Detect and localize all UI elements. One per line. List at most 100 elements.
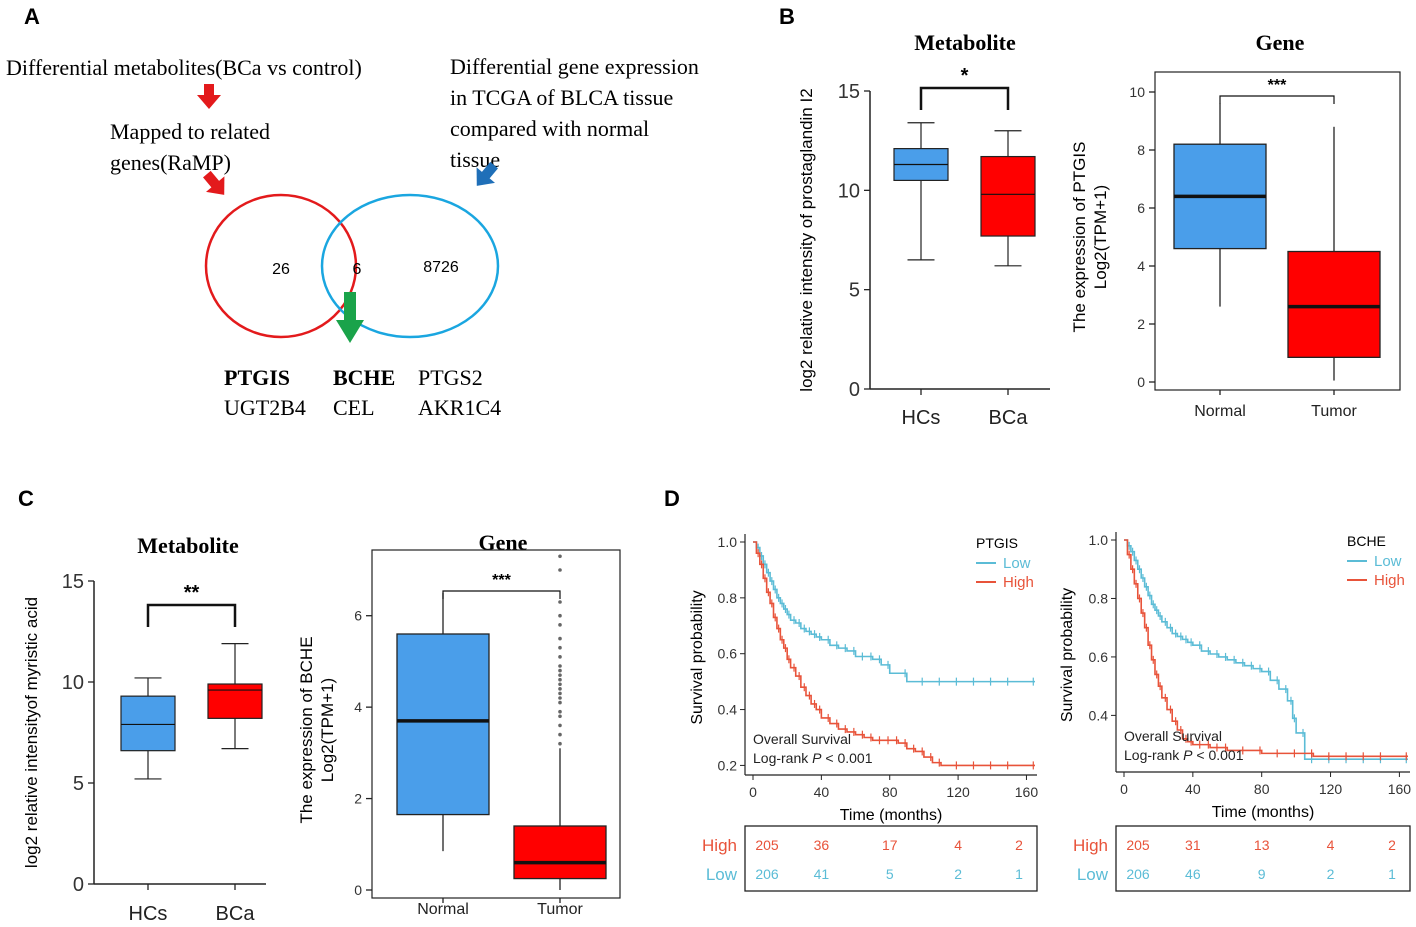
- y-axis-label: The expression of BCHE: [297, 636, 316, 823]
- risk-table-cell: 1: [1015, 866, 1023, 882]
- legend-label-low: Low: [1374, 553, 1402, 570]
- x-tick-label: 40: [814, 784, 830, 800]
- km-curve-high: [1124, 539, 1408, 758]
- chart-c-gene: Gene 0 2 4 6 The expression of BCHE Log2(TPM+1…: [297, 530, 621, 918]
- outlier-point: [558, 554, 562, 559]
- risk-table-frame: [744, 825, 1038, 892]
- gene-ptgis: PTGIS: [224, 365, 290, 390]
- x-category-label: Tumor: [537, 901, 583, 918]
- outlier-point: [558, 741, 562, 746]
- chart-d-bche-survival: 0.4 0.6 0.8 1.0 0 40 80 120 160 Survival probabil…: [1059, 532, 1412, 892]
- chart-title: Gene: [1256, 30, 1305, 55]
- venn-count-left: 26: [272, 261, 290, 278]
- x-category-label: HCs: [902, 407, 941, 429]
- panel-label-c: C: [18, 486, 34, 511]
- x-tick-label: 80: [882, 784, 898, 800]
- metabolites-caption: Differential metabolites(BCa vs control): [6, 55, 362, 80]
- outlier-point: [558, 677, 562, 682]
- mapped-caption-line2: genes(RaMP): [110, 150, 231, 175]
- panel-label-b: B: [779, 4, 795, 29]
- y-tick-label: 1.0: [718, 534, 738, 550]
- significance-bracket: [146, 603, 237, 627]
- gene-caption-line1: Differential gene expression: [450, 54, 699, 79]
- y-tick-label: 1.0: [1089, 532, 1109, 548]
- risk-table-cell: 206: [755, 866, 779, 882]
- risk-table-row-label-low: Low: [1077, 865, 1109, 884]
- box-body: [396, 633, 490, 816]
- chart-title: Gene: [479, 530, 528, 555]
- outlier-point: [558, 673, 562, 677]
- y-tick-label: 15: [62, 571, 84, 593]
- red-down-arrow-icon: [197, 84, 221, 109]
- risk-table-cell: 5: [886, 866, 894, 882]
- significance-stars: *: [961, 65, 969, 87]
- box-bca: [207, 643, 263, 750]
- x-category-label: BCa: [989, 407, 1029, 429]
- box-tumor: [1287, 126, 1381, 381]
- x-tick-label: 160: [1388, 781, 1412, 797]
- x-category-label: Normal: [417, 901, 469, 918]
- y-tick-label: 0: [73, 874, 84, 896]
- significance-bracket: [442, 590, 561, 599]
- risk-table-cell: 17: [882, 837, 898, 853]
- y-tick-label: 0.4: [1089, 707, 1109, 723]
- outlier-point: [558, 709, 562, 714]
- risk-table-cell: 2: [954, 866, 962, 882]
- outlier-point: [558, 655, 562, 659]
- box-body: [207, 683, 263, 719]
- legend-label-low: Low: [1003, 555, 1031, 572]
- chart-title: Metabolite: [137, 533, 239, 558]
- y-tick-label: 0: [1137, 374, 1145, 390]
- x-tick-label: 80: [1254, 781, 1270, 797]
- y-tick-label: 2: [354, 790, 362, 806]
- gene-ptgs2: PTGS2: [418, 365, 483, 390]
- gene-akr1c4: AKR1C4: [418, 395, 501, 420]
- chart-b-metabolite: Metabolite 0 5 10 15 log2 relative intensity …: [797, 30, 1050, 429]
- risk-table-cell: 205: [755, 837, 779, 853]
- y-tick-label: 15: [838, 81, 860, 103]
- venn-circle-tcga-genes: [320, 193, 500, 339]
- risk-table-cell: 36: [814, 837, 830, 853]
- y-axis-label: The expression of PTGIS: [1070, 142, 1089, 333]
- annotation-p-symbol: P: [1183, 747, 1193, 763]
- mapped-caption-line1: Mapped to related: [110, 119, 270, 144]
- x-axis-label: Time (months): [840, 807, 943, 824]
- outlier-point: [558, 636, 562, 641]
- annotation-logrank-prefix: Log-rank: [753, 750, 812, 766]
- annotation-p-symbol: P: [812, 750, 822, 766]
- y-tick-label: 10: [62, 672, 84, 694]
- risk-table-cell: 31: [1185, 837, 1201, 853]
- risk-table-row-label-low: Low: [706, 865, 738, 884]
- y-axis-label: log2 relative intensity of prostaglandin…: [797, 88, 816, 391]
- panel-label-d: D: [664, 486, 680, 511]
- significance-bracket: [1219, 95, 1335, 104]
- x-axis-label: Time (months): [1212, 804, 1315, 821]
- risk-table-cell: 206: [1126, 866, 1150, 882]
- plot-frame: [1154, 71, 1401, 391]
- risk-table-cell: 2: [1327, 866, 1335, 882]
- box-hcs: [120, 677, 176, 780]
- risk-table-cell: 46: [1185, 866, 1201, 882]
- outlier-point: [558, 668, 562, 673]
- box-normal: [1173, 103, 1267, 307]
- legend-title: PTGIS: [976, 535, 1018, 551]
- risk-table-frame: [1115, 825, 1411, 892]
- y-tick-label: 4: [1137, 258, 1145, 274]
- km-curve-low: [1124, 539, 1408, 761]
- x-tick-label: 120: [946, 784, 970, 800]
- y-tick-label: 0.8: [718, 590, 738, 606]
- y-tick-label: 10: [838, 180, 860, 202]
- y-tick-label: 5: [73, 773, 84, 795]
- annotation-overall-survival: Overall Survival: [753, 731, 851, 747]
- plot-frame: [371, 549, 621, 899]
- risk-table-cell: 9: [1258, 866, 1266, 882]
- chart-c-metabolite: Metabolite 0 5 10 15 log2 relative intensityo…: [22, 533, 266, 925]
- box-bca: [980, 130, 1036, 267]
- y-tick-label: 0.8: [1089, 590, 1109, 606]
- box-tumor: [513, 554, 607, 890]
- venn-count-right: 8726: [423, 259, 459, 276]
- y-axis-label-units: Log2(TPM+1): [318, 678, 337, 782]
- x-category-label: HCs: [129, 903, 168, 925]
- gene-caption-line2: in TCGA of BLCA tissue: [450, 85, 673, 110]
